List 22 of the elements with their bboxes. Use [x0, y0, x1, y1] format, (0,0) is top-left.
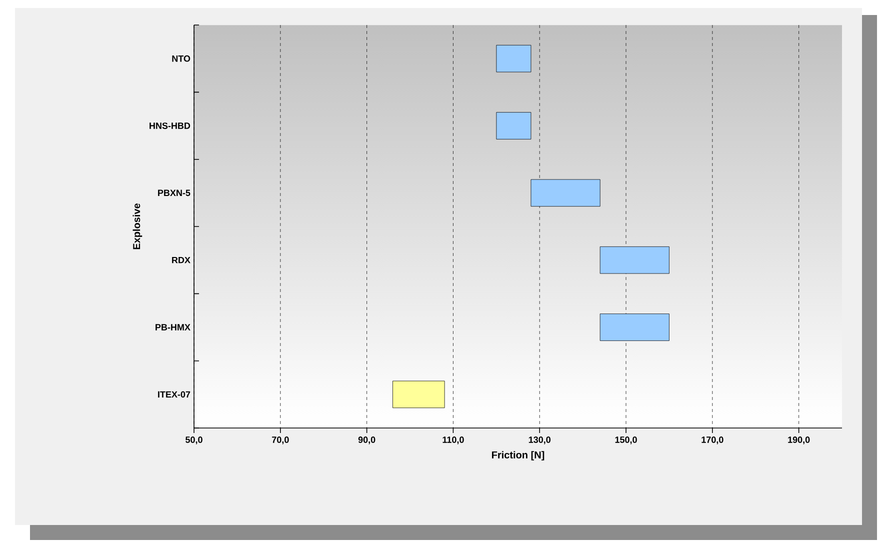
y-tick-label: NTO [172, 55, 190, 62]
x-tick-label: 70,0 [272, 436, 289, 444]
y-tick-label: PB-HMX [156, 324, 190, 330]
bar [496, 44, 532, 72]
y-tick-label: RDX [172, 256, 190, 264]
x-tick-label: 130,0 [528, 436, 551, 444]
y-tick-label: HNS-HBD [150, 122, 190, 129]
x-tick-label: 50,0 [186, 436, 202, 444]
x-tick-label: 90,0 [358, 436, 376, 444]
bar [600, 246, 670, 274]
y-tick-label: ITEX-07 [158, 391, 190, 398]
x-tick-label: 170,0 [702, 436, 724, 444]
bar [392, 380, 445, 408]
bar [530, 179, 600, 207]
x-tick-label: 150,0 [615, 436, 637, 444]
bar [496, 112, 532, 140]
y-tick-label: PBXN-5 [158, 190, 190, 196]
x-tick-label: 110,0 [442, 436, 464, 444]
bar [600, 314, 670, 341]
x-axis-title: Friction [N] [492, 451, 544, 460]
y-axis-title: Explosive [132, 204, 142, 250]
x-tick-label: 190,0 [788, 436, 810, 444]
